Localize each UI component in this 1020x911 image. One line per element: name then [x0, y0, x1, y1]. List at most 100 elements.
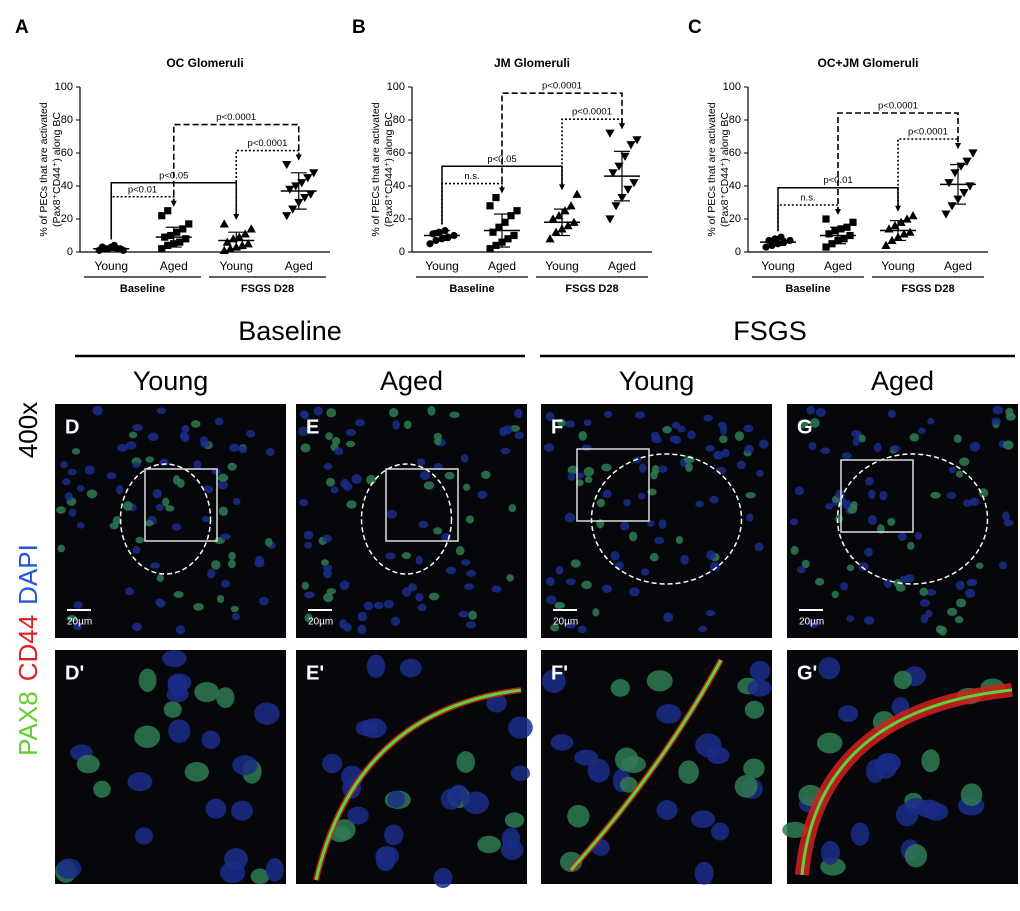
p-value-label: p<0.0001 [542, 81, 582, 92]
comparison-bracket [501, 92, 623, 192]
nucleus [695, 500, 704, 508]
data-point [950, 169, 960, 178]
panel-letter: C [688, 17, 702, 38]
panel-letter: E' [306, 662, 324, 684]
nucleus [357, 624, 367, 635]
data-point [489, 228, 497, 236]
nucleus [417, 458, 426, 466]
nucleus [658, 465, 668, 473]
nucleus [554, 601, 566, 609]
nucleus [685, 463, 693, 472]
nucleus [565, 622, 576, 629]
nucleus [173, 591, 184, 598]
nucleus [864, 547, 873, 557]
nucleus [715, 466, 727, 474]
bracket-arrow [619, 123, 625, 130]
nucleus [955, 598, 967, 608]
nucleus [650, 470, 658, 480]
data-point [492, 241, 500, 249]
nucleus [858, 562, 869, 572]
nucleus [205, 798, 227, 819]
micrograph-bg [787, 404, 1018, 638]
nucleus [818, 657, 841, 680]
nucleus [678, 760, 699, 784]
nucleus [299, 498, 309, 507]
nucleus [863, 616, 875, 625]
nucleus [601, 463, 612, 472]
data-point [947, 202, 957, 211]
data-point [158, 245, 166, 253]
group-label: Baseline [785, 283, 830, 295]
data-point [831, 226, 839, 235]
nucleus [250, 868, 270, 885]
nucleus [232, 755, 258, 776]
nucleus [966, 579, 975, 586]
nucleus [300, 443, 311, 453]
data-point [306, 190, 316, 199]
nucleus [541, 669, 566, 694]
nucleus [117, 443, 128, 452]
nucleus [864, 476, 874, 486]
micrograph: G' [782, 650, 1018, 884]
nucleus [918, 427, 926, 435]
data-point [507, 212, 515, 220]
nucleus [638, 492, 646, 500]
nucleus [991, 417, 1001, 425]
magnification-label: 400x [13, 402, 43, 458]
nucleus [914, 531, 922, 540]
nucleus [1005, 407, 1014, 417]
column-header: Young [133, 366, 209, 396]
data-point [179, 225, 187, 233]
p-value-label: p<0.0001 [908, 127, 948, 138]
nucleus [614, 747, 639, 772]
nucleus [162, 649, 187, 668]
nucleus [71, 448, 81, 455]
nucleus [555, 566, 564, 575]
nucleus [72, 621, 83, 631]
p-value-label: p<0.01 [128, 184, 157, 195]
glomerulus-outline [119, 463, 212, 575]
nucleus [355, 720, 378, 737]
nucleus [722, 448, 730, 458]
nucleus [254, 559, 265, 568]
nucleus [543, 443, 555, 452]
nucleus [801, 559, 810, 569]
nucleus [734, 431, 745, 441]
nucleus [694, 861, 714, 885]
nucleus [1003, 519, 1014, 527]
nucleus [67, 468, 77, 476]
data-point [222, 237, 232, 246]
nucleus [758, 439, 769, 449]
column-header: Young [619, 366, 695, 396]
data-point [605, 129, 615, 138]
nucleus [156, 407, 167, 415]
nucleus [602, 489, 612, 499]
x-tick-label: Young [761, 259, 795, 273]
nucleus [820, 447, 831, 454]
nucleus [840, 581, 849, 591]
x-tick-label: Aged [160, 259, 188, 273]
panel-letter: G' [797, 662, 817, 684]
nucleus [60, 460, 68, 469]
section-header: FSGS [733, 316, 807, 346]
nucleus [506, 574, 514, 582]
nucleus [628, 531, 638, 542]
nucleus [925, 589, 937, 596]
nucleus [545, 412, 555, 422]
micrograph: E' [296, 650, 533, 888]
nucleus [62, 478, 71, 486]
data-point [896, 217, 906, 226]
nucleus [264, 537, 273, 547]
nucleus [131, 622, 143, 632]
nucleus [567, 804, 590, 828]
data-point [563, 221, 573, 230]
nucleus [456, 751, 475, 773]
nucleus [858, 434, 866, 443]
nucleus [233, 497, 241, 506]
x-tick-label: Aged [944, 259, 972, 273]
y-tick-label: 100 [387, 81, 405, 93]
scale-bar-label: 20µm [67, 617, 92, 628]
nucleus [449, 411, 460, 418]
nucleus [749, 660, 771, 681]
panel-letter: A [15, 17, 29, 38]
